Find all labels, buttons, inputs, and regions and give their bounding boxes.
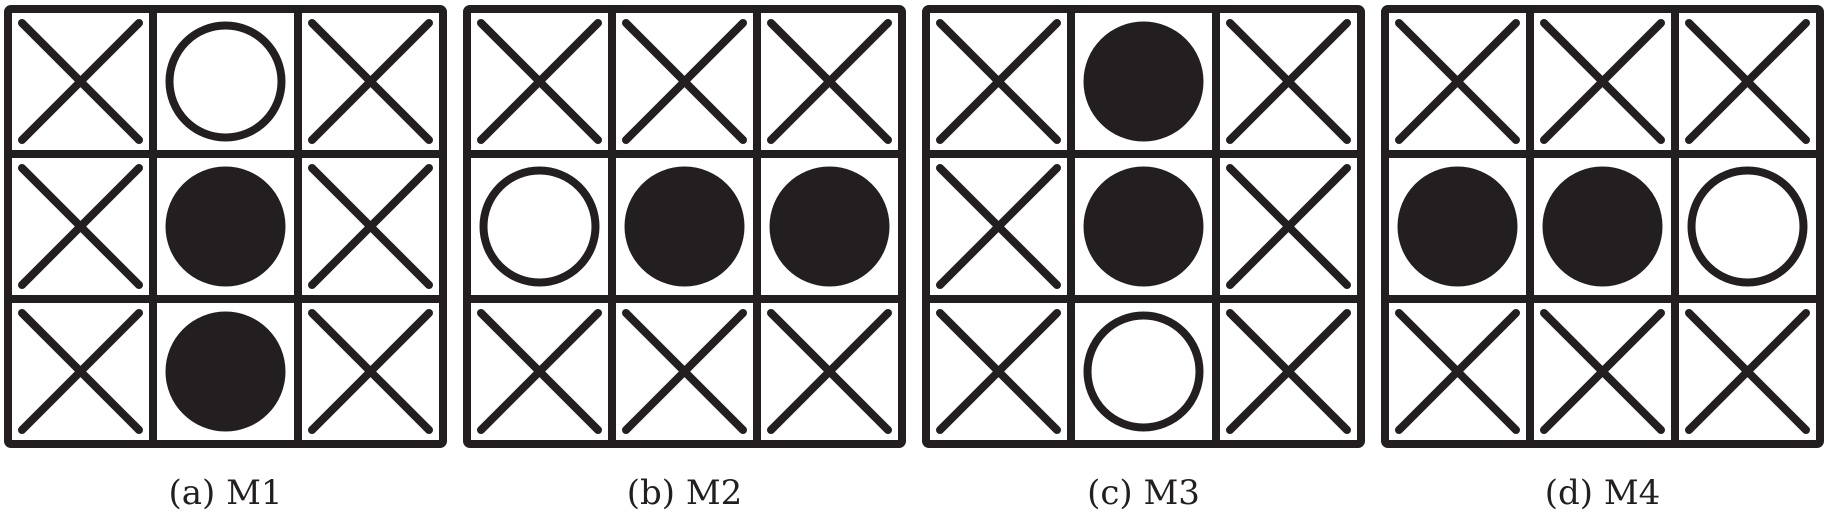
grid-cell xyxy=(1395,309,1520,434)
cross-mark-icon xyxy=(767,309,892,434)
grid-cell xyxy=(1397,166,1518,287)
grid-cell xyxy=(624,166,745,287)
cross-mark-icon xyxy=(622,309,747,434)
cross-mark-icon xyxy=(1395,19,1520,144)
grid-cell xyxy=(767,19,892,144)
filled-circle-icon xyxy=(165,311,286,432)
filled-circle-icon xyxy=(1397,166,1518,287)
grid-cell xyxy=(1226,164,1351,289)
grid-cell xyxy=(936,164,1061,289)
filled-circle-icon xyxy=(769,166,890,287)
cross-mark-icon xyxy=(308,19,433,144)
grid-cell xyxy=(165,166,286,287)
grid-cell xyxy=(308,164,433,289)
grid-cell xyxy=(1083,21,1204,142)
cross-mark-icon xyxy=(1226,164,1351,289)
grid-cell xyxy=(936,309,1061,434)
grid-cell xyxy=(308,19,433,144)
grid-cell xyxy=(1685,19,1810,144)
cross-mark-icon xyxy=(936,309,1061,434)
open-circle-icon xyxy=(165,21,286,142)
grid-lines xyxy=(467,9,902,444)
cross-mark-icon xyxy=(1226,19,1351,144)
grid-cell xyxy=(1083,311,1204,432)
cross-mark-icon xyxy=(308,164,433,289)
panel-border xyxy=(1381,5,1824,448)
cross-mark-icon xyxy=(1685,309,1810,434)
panel-border xyxy=(463,5,906,448)
grid-cell xyxy=(1226,19,1351,144)
grid-lines xyxy=(8,9,443,444)
cross-mark-icon xyxy=(936,164,1061,289)
panel-caption: (d) M4 xyxy=(1545,473,1661,513)
grid-cell xyxy=(165,311,286,432)
grid-cell xyxy=(769,166,890,287)
grid-cell xyxy=(936,19,1061,144)
grid-cell xyxy=(1395,19,1520,144)
panel-2: (b) M2 xyxy=(463,5,906,513)
grid-cell xyxy=(1542,166,1663,287)
panel-caption: (b) M2 xyxy=(627,473,743,513)
filled-circle-icon xyxy=(165,166,286,287)
cross-mark-icon xyxy=(1540,19,1665,144)
cross-mark-icon xyxy=(477,309,602,434)
grid-cell xyxy=(1540,19,1665,144)
panel-caption: (a) M1 xyxy=(168,473,282,513)
cross-mark-icon xyxy=(1540,309,1665,434)
cross-mark-icon xyxy=(18,19,143,144)
cross-mark-icon xyxy=(1685,19,1810,144)
grid-cell xyxy=(767,309,892,434)
grid-cell xyxy=(18,19,143,144)
panel-4: (d) M4 xyxy=(1381,5,1824,513)
grid-cell xyxy=(477,19,602,144)
open-circle-icon xyxy=(1687,166,1808,287)
filled-circle-icon xyxy=(1083,166,1204,287)
cross-mark-icon xyxy=(622,19,747,144)
grid-cell xyxy=(165,21,286,142)
cross-mark-icon xyxy=(936,19,1061,144)
grid-lines xyxy=(926,9,1361,444)
grid-cell xyxy=(622,309,747,434)
filled-circle-icon xyxy=(624,166,745,287)
cross-mark-icon xyxy=(18,309,143,434)
grid-cell xyxy=(1687,166,1808,287)
panel-1: (a) M1 xyxy=(4,5,447,513)
grid-cell xyxy=(477,309,602,434)
panel-caption: (c) M3 xyxy=(1087,473,1200,513)
grid-cell xyxy=(1226,309,1351,434)
cross-mark-icon xyxy=(308,309,433,434)
filled-circle-icon xyxy=(1542,166,1663,287)
cross-mark-icon xyxy=(1226,309,1351,434)
grid-cell xyxy=(1083,166,1204,287)
panel-3: (c) M3 xyxy=(922,5,1365,513)
grid-cell xyxy=(18,309,143,434)
panel-border xyxy=(4,5,447,448)
grid-lines xyxy=(1385,9,1820,444)
grid-cell xyxy=(1685,309,1810,434)
open-circle-icon xyxy=(479,166,600,287)
grid-cell xyxy=(479,166,600,287)
grid-cell xyxy=(622,19,747,144)
grid-cell xyxy=(308,309,433,434)
filled-circle-icon xyxy=(1083,21,1204,142)
grid-cell xyxy=(1540,309,1665,434)
panel-border xyxy=(922,5,1365,448)
grid-cell xyxy=(18,164,143,289)
cross-mark-icon xyxy=(1395,309,1520,434)
cross-mark-icon xyxy=(477,19,602,144)
cross-mark-icon xyxy=(18,164,143,289)
cross-mark-icon xyxy=(767,19,892,144)
open-circle-icon xyxy=(1083,311,1204,432)
